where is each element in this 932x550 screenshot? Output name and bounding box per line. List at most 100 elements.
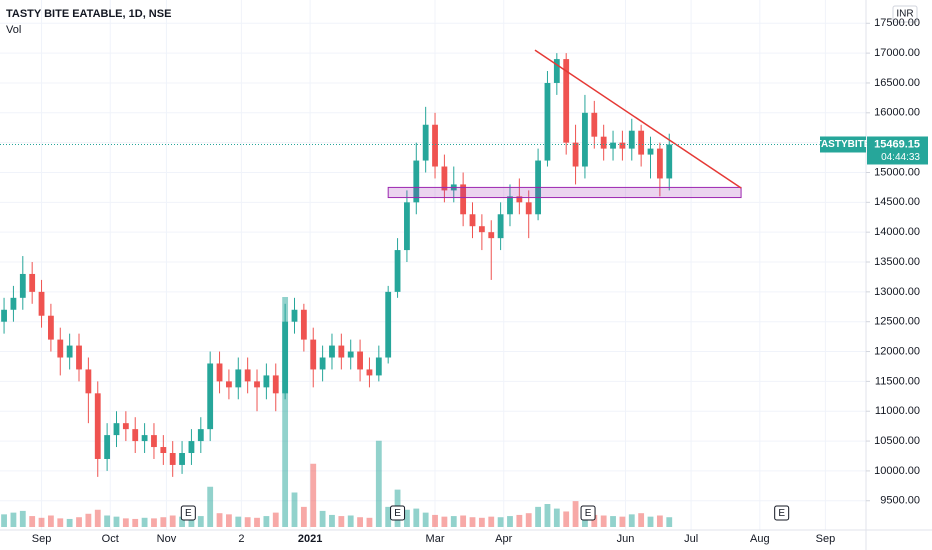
x-tick-label: Sep xyxy=(32,533,52,545)
volume-bar xyxy=(291,492,298,527)
candle-body xyxy=(188,441,195,454)
volume-bar xyxy=(628,514,635,527)
volume-bar xyxy=(404,509,410,527)
event-label: E xyxy=(394,508,401,519)
candle-body xyxy=(57,339,64,358)
candle-body xyxy=(329,345,335,358)
volume-bar xyxy=(319,510,326,527)
volume-bar xyxy=(591,514,598,527)
volume-bar xyxy=(57,518,64,527)
volume-bar xyxy=(563,511,570,527)
volume-bar xyxy=(572,501,579,527)
candle-body xyxy=(666,144,673,179)
candle-body xyxy=(478,226,485,233)
x-tick-label: Oct xyxy=(102,533,119,545)
volume-bar xyxy=(29,516,36,527)
volume-bar xyxy=(656,515,663,527)
candle-body xyxy=(263,375,270,388)
volume-bar xyxy=(122,518,129,527)
candle-body xyxy=(394,250,401,292)
x-tick-label: Jul xyxy=(684,533,698,545)
y-tick-label: 14500.00 xyxy=(874,196,920,208)
volume-bar xyxy=(38,517,45,527)
currency: INR xyxy=(896,9,913,20)
volume-bar xyxy=(226,514,232,527)
candle-body xyxy=(497,214,504,239)
candle-body xyxy=(357,351,363,370)
y-tick-label: 12500.00 xyxy=(874,316,920,328)
volume-bar xyxy=(347,515,354,527)
volume-bar xyxy=(338,516,345,527)
y-tick-label: 16000.00 xyxy=(874,107,920,119)
candle-body xyxy=(29,273,36,292)
candle-body xyxy=(310,339,317,370)
volume-bar xyxy=(638,513,645,527)
candle-layer xyxy=(1,53,673,477)
candle-body xyxy=(432,124,438,167)
volume-bar xyxy=(197,516,204,527)
candle-body xyxy=(66,345,73,358)
candle-body xyxy=(19,273,26,298)
candle-body xyxy=(572,142,579,167)
x-tick-label: Aug xyxy=(750,533,770,545)
volume-bar xyxy=(488,516,495,527)
event-label: E xyxy=(778,508,785,519)
candle-body xyxy=(244,369,251,382)
x-tick-label: Sep xyxy=(816,533,836,545)
volume-bar xyxy=(235,516,242,527)
last-price-box xyxy=(867,136,928,165)
candle-body xyxy=(122,423,129,430)
volume-label: Vol xyxy=(6,24,21,36)
volume-bar xyxy=(141,517,148,527)
volume-bar xyxy=(113,516,120,527)
candle-body xyxy=(563,59,570,143)
volume-bar xyxy=(600,515,607,527)
volume-bar xyxy=(432,514,438,527)
symbol-label: TASTYBITE xyxy=(816,139,871,150)
candle-body xyxy=(553,59,560,83)
candle-body xyxy=(38,291,45,316)
y-tick-label: 11000.00 xyxy=(875,405,920,417)
candle-body xyxy=(254,381,260,388)
volume-bar xyxy=(507,516,513,527)
event-marker[interactable] xyxy=(390,505,406,521)
event-marker[interactable] xyxy=(774,505,790,521)
y-tick-label: 10000.00 xyxy=(874,465,920,477)
candle-body xyxy=(516,196,523,203)
symbol-tag xyxy=(820,136,866,153)
event-marker[interactable] xyxy=(180,505,196,521)
volume-bar xyxy=(66,518,73,527)
volume-bar xyxy=(619,516,626,527)
volume-bar xyxy=(179,516,185,527)
currency-box[interactable] xyxy=(892,5,918,23)
candle-body xyxy=(179,453,185,465)
candle-body xyxy=(94,393,101,459)
countdown-label: 04:44:33 xyxy=(881,152,920,163)
candle-body xyxy=(226,381,232,388)
x-tick-label: Mar xyxy=(426,533,445,545)
trendline xyxy=(534,49,742,189)
candle-body xyxy=(347,351,354,358)
volume-bar xyxy=(263,516,270,527)
volume-bar xyxy=(535,506,541,527)
y-tick-label: 13000.00 xyxy=(874,286,920,298)
y-tick-label: 14000.00 xyxy=(874,226,920,238)
volume-bar xyxy=(132,518,139,527)
volume-bar xyxy=(160,517,167,527)
candle-body xyxy=(591,112,598,137)
y-tick-label: 12000.00 xyxy=(874,345,920,357)
volume-bar xyxy=(469,517,476,527)
last-price-label: 15469.15 xyxy=(874,138,920,150)
volume-bar xyxy=(497,517,504,527)
y-tick-label: 17000.00 xyxy=(874,47,920,59)
x-tick-label: 2 xyxy=(238,533,244,545)
volume-bar xyxy=(666,517,673,527)
event-marker[interactable] xyxy=(580,505,596,521)
volume-bar xyxy=(48,515,54,527)
candle-body xyxy=(141,435,148,442)
chart-title: TASTY BITE EATABLE, 1D, NSE xyxy=(6,8,171,20)
volume-bar xyxy=(478,517,485,527)
volume-bar xyxy=(525,513,532,527)
